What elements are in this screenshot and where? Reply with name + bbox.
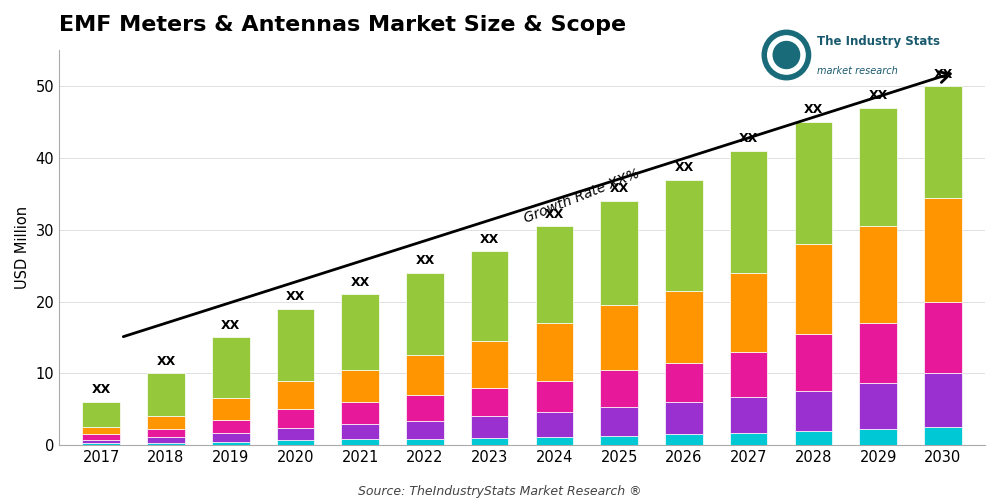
Text: The Industry Stats: The Industry Stats <box>817 35 940 48</box>
Bar <box>471 341 508 388</box>
Y-axis label: USD Million: USD Million <box>15 206 30 290</box>
Bar <box>536 380 573 412</box>
Bar <box>406 395 444 420</box>
Bar <box>212 420 250 433</box>
Circle shape <box>773 42 800 68</box>
Bar <box>212 433 250 442</box>
Bar <box>147 442 185 445</box>
Bar <box>147 374 185 416</box>
Bar <box>600 305 638 370</box>
Bar <box>859 430 897 445</box>
Bar <box>82 444 120 445</box>
Bar <box>730 433 767 445</box>
Bar <box>600 201 638 305</box>
Text: Source: TheIndustryStats Market Research ®: Source: TheIndustryStats Market Research… <box>358 484 642 498</box>
Bar <box>82 440 120 444</box>
Text: market research: market research <box>817 66 898 76</box>
Text: XX: XX <box>156 354 176 368</box>
Bar <box>406 438 444 445</box>
Bar <box>277 410 314 428</box>
Text: XX: XX <box>286 290 305 303</box>
Bar <box>665 362 703 402</box>
Text: XX: XX <box>480 232 499 245</box>
Bar <box>277 440 314 445</box>
Text: Growth Rate XX%: Growth Rate XX% <box>522 166 642 226</box>
Text: XX: XX <box>545 208 564 220</box>
Bar <box>730 397 767 433</box>
Text: XX: XX <box>804 104 823 117</box>
Bar <box>600 436 638 445</box>
Bar <box>536 226 573 323</box>
Bar <box>341 402 379 424</box>
Bar <box>795 244 832 334</box>
Bar <box>795 334 832 392</box>
Bar <box>212 442 250 445</box>
Bar <box>924 86 962 198</box>
Bar <box>924 427 962 445</box>
Bar <box>82 434 120 440</box>
Bar <box>600 407 638 436</box>
Bar <box>859 323 897 382</box>
Bar <box>82 427 120 434</box>
Text: XX: XX <box>351 276 370 288</box>
Bar <box>82 402 120 427</box>
Circle shape <box>762 30 811 80</box>
Text: XX: XX <box>610 182 629 196</box>
Text: XX: XX <box>933 68 953 80</box>
Text: XX: XX <box>221 319 240 332</box>
Bar <box>341 294 379 370</box>
Text: XX: XX <box>415 254 435 267</box>
Bar <box>406 420 444 438</box>
Bar <box>406 273 444 355</box>
Bar <box>795 122 832 244</box>
Text: EMF Meters & Antennas Market Size & Scope: EMF Meters & Antennas Market Size & Scop… <box>59 15 626 35</box>
Bar <box>341 440 379 445</box>
Text: XX: XX <box>92 384 111 396</box>
Text: XX: XX <box>674 161 694 174</box>
Bar <box>341 370 379 402</box>
Bar <box>536 323 573 380</box>
Bar <box>730 352 767 397</box>
Bar <box>147 437 185 442</box>
Bar <box>471 438 508 445</box>
Bar <box>795 431 832 445</box>
Bar <box>600 370 638 407</box>
Bar <box>859 382 897 430</box>
Bar <box>212 398 250 420</box>
Bar <box>859 108 897 226</box>
Bar <box>341 424 379 440</box>
Bar <box>665 402 703 434</box>
Bar <box>406 356 444 395</box>
Bar <box>924 374 962 427</box>
Bar <box>924 302 962 374</box>
Bar <box>212 338 250 398</box>
Bar <box>471 252 508 341</box>
Bar <box>665 291 703 362</box>
Text: XX: XX <box>869 89 888 102</box>
Bar <box>147 429 185 437</box>
Bar <box>665 180 703 291</box>
Bar <box>859 226 897 323</box>
Bar <box>924 198 962 302</box>
Bar <box>471 388 508 416</box>
Bar <box>665 434 703 445</box>
Circle shape <box>768 36 805 74</box>
Text: XX: XX <box>739 132 758 145</box>
Bar <box>730 273 767 352</box>
Bar <box>795 392 832 431</box>
Bar <box>536 412 573 437</box>
Bar <box>730 151 767 273</box>
Bar <box>147 416 185 429</box>
Bar <box>471 416 508 438</box>
Bar <box>277 428 314 440</box>
Bar <box>277 380 314 410</box>
Bar <box>536 437 573 445</box>
Bar <box>277 309 314 380</box>
